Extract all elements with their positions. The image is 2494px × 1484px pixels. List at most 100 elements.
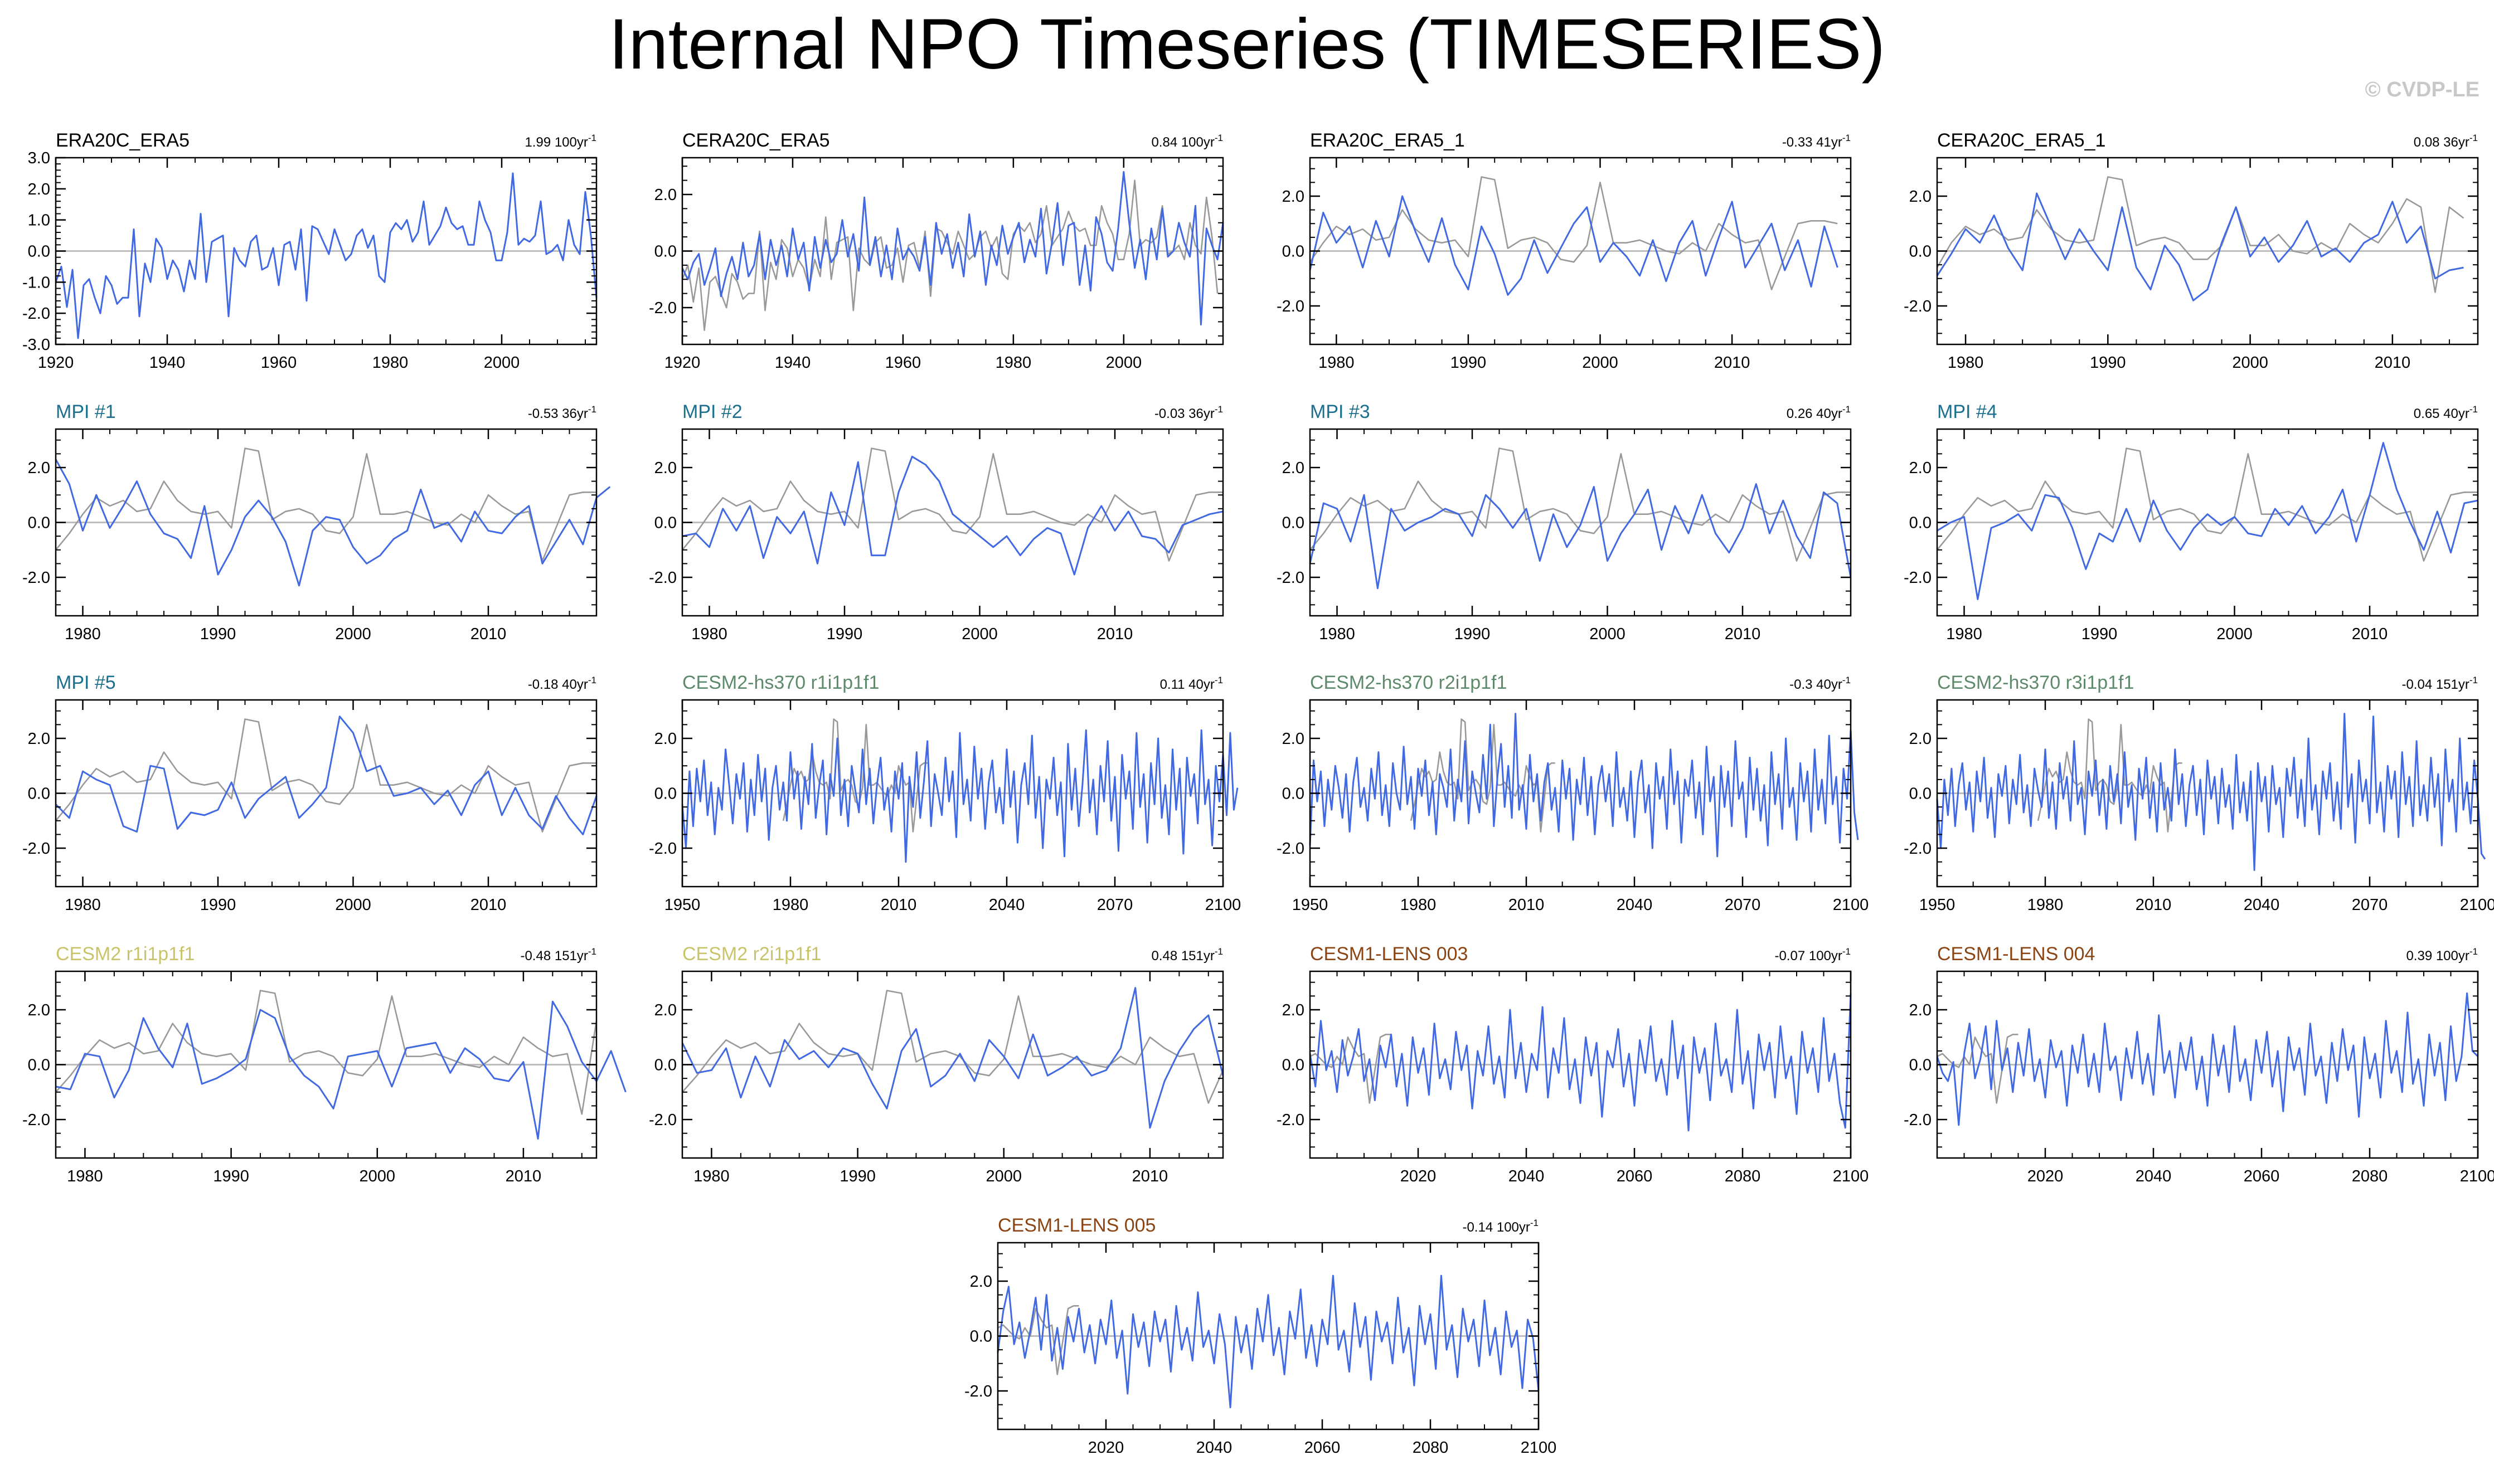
y-tick-label: -2.0 bbox=[649, 569, 677, 587]
x-tick-label: 2100 bbox=[2460, 896, 2494, 914]
x-tick-label: 1980 bbox=[996, 354, 1032, 372]
y-tick-label: 0.0 bbox=[28, 785, 50, 803]
y-tick-label: -2.0 bbox=[1904, 298, 1932, 315]
x-tick-label: 2000 bbox=[1582, 354, 1618, 372]
x-tick-label: 2010 bbox=[1132, 1167, 1168, 1185]
panel-title: MPI #2 bbox=[682, 401, 743, 422]
x-tick-label: 1980 bbox=[773, 896, 809, 914]
x-tick-label: 1980 bbox=[372, 354, 409, 372]
y-tick-label: 2.0 bbox=[1282, 188, 1304, 206]
panel-title: CERA20C_ERA5_1 bbox=[1937, 130, 2105, 151]
panel-cera20c-era5: -2.0 0.0 2.0 1920 1940 1960 1980 2000 CERA20C_ER… bbox=[649, 130, 1224, 372]
y-tick-label: 2.0 bbox=[654, 459, 677, 477]
x-tick-label: 2000 bbox=[1106, 354, 1142, 372]
panel-cesm1-lens-003: -2.0 0.0 2.0 2020 2040 2060 2080 2100 CESM1-LENS… bbox=[1277, 943, 1869, 1185]
page-title: Internal NPO Timeseries (TIMESERIES) bbox=[608, 4, 1886, 84]
model-series-line bbox=[1309, 713, 1859, 858]
x-tick-label: 1980 bbox=[1318, 354, 1355, 372]
y-tick-label: 0.0 bbox=[1909, 243, 1932, 261]
x-tick-label: 2000 bbox=[2216, 625, 2253, 643]
x-tick-label: 2000 bbox=[335, 625, 371, 643]
x-tick-label: 1990 bbox=[200, 896, 236, 914]
obs-series-line bbox=[55, 718, 596, 833]
y-tick-label: 2.0 bbox=[1909, 1001, 1932, 1019]
model-series-line bbox=[55, 459, 611, 587]
panel-title: CERA20C_ERA5 bbox=[682, 130, 830, 151]
model-series-line bbox=[997, 1274, 1540, 1409]
obs-series-line bbox=[997, 1305, 1079, 1375]
y-tick-label: 2.0 bbox=[28, 459, 50, 477]
panel-mpi-5: -2.0 0.0 2.0 1980 1990 2000 2010 MPI #5 -0.18 40… bbox=[22, 672, 598, 914]
y-tick-label: -2.0 bbox=[22, 1111, 50, 1129]
obs-series-line bbox=[55, 447, 596, 562]
obs-series-line bbox=[1936, 447, 2478, 562]
x-tick-label: 2010 bbox=[470, 896, 507, 914]
x-tick-label: 2010 bbox=[1097, 625, 1133, 643]
x-tick-label: 1940 bbox=[149, 354, 186, 372]
x-tick-label: 2000 bbox=[484, 354, 520, 372]
y-tick-label: 2.0 bbox=[654, 186, 677, 204]
panel-title: CESM2-hs370 r2i1p1f1 bbox=[1310, 672, 1507, 693]
y-tick-label: 2.0 bbox=[1282, 1001, 1304, 1019]
x-tick-label: 1980 bbox=[2027, 896, 2064, 914]
panel-era20c-era5-1: -2.0 0.0 2.0 1980 1990 2000 2010 ERA20C_ERA5_1 -… bbox=[1277, 130, 1852, 372]
panel-mpi-3: -2.0 0.0 2.0 1980 1990 2000 2010 MPI #3 0.26 40y… bbox=[1277, 401, 1852, 643]
trend-label: 0.08 36yr-1 bbox=[2414, 133, 2478, 150]
obs-series-line bbox=[681, 447, 1223, 562]
copyright-label: © CVDP-LE bbox=[2365, 78, 2480, 101]
y-tick-label: -2.0 bbox=[964, 1383, 992, 1400]
panel-title: ERA20C_ERA5 bbox=[56, 130, 190, 151]
y-tick-label: -2.0 bbox=[22, 569, 50, 587]
y-tick-label: 2.0 bbox=[1282, 730, 1304, 748]
x-tick-label: 2010 bbox=[2375, 354, 2411, 372]
x-tick-label: 1950 bbox=[664, 896, 701, 914]
panel-cesm2-hs370-r2i1p1f1: -2.0 0.0 2.0 1950 1980 2010 2040 2070 2100 CESM2-… bbox=[1277, 672, 1869, 914]
x-tick-label: 1980 bbox=[65, 896, 101, 914]
y-tick-label: 0.0 bbox=[654, 514, 677, 532]
y-tick-label: 2.0 bbox=[1282, 459, 1304, 477]
panel-title: MPI #4 bbox=[1937, 401, 1997, 422]
y-tick-label: -2.0 bbox=[1277, 569, 1304, 587]
trend-label: -0.04 151yr-1 bbox=[2401, 675, 2478, 692]
y-tick-label: 0.0 bbox=[1282, 785, 1304, 803]
x-tick-label: 2100 bbox=[1833, 1167, 1869, 1185]
x-tick-label: 2020 bbox=[1400, 1167, 1437, 1185]
panel-title: CESM1-LENS 005 bbox=[998, 1215, 1156, 1236]
x-tick-label: 2100 bbox=[1521, 1439, 1557, 1457]
x-tick-label: 2070 bbox=[1097, 896, 1133, 914]
y-tick-label: -1.0 bbox=[22, 274, 50, 291]
x-tick-label: 1990 bbox=[827, 625, 863, 643]
y-tick-label: 0.0 bbox=[1909, 1057, 1932, 1074]
trend-label: -0.3 40yr-1 bbox=[1789, 675, 1851, 692]
y-tick-label: 2.0 bbox=[28, 730, 50, 748]
trend-label: 1.99 100yr-1 bbox=[525, 133, 596, 150]
x-tick-label: 1980 bbox=[1948, 354, 1984, 372]
y-tick-label: -2.0 bbox=[1277, 298, 1304, 315]
model-series-line bbox=[681, 171, 1224, 325]
trend-label: -0.48 151yr-1 bbox=[520, 946, 596, 964]
model-series-line bbox=[682, 455, 1224, 576]
model-series-line bbox=[1936, 713, 2486, 871]
model-series-line bbox=[1937, 442, 2478, 600]
x-tick-label: 1960 bbox=[885, 354, 921, 372]
panel-cera20c-era5-1: -2.0 0.0 2.0 1980 1990 2000 2010 CERA20C_ERA5_1… bbox=[1904, 130, 2479, 372]
x-tick-label: 1990 bbox=[2081, 625, 2118, 643]
trend-label: 0.26 40yr-1 bbox=[1787, 404, 1851, 421]
panel-mpi-4: -2.0 0.0 2.0 1980 1990 2000 2010 MPI #4 0.65 40y… bbox=[1904, 401, 2479, 643]
y-tick-label: -2.0 bbox=[22, 840, 50, 858]
panel-title: CESM2 r1i1p1f1 bbox=[56, 943, 195, 965]
panel-cesm1-lens-004: -2.0 0.0 2.0 2020 2040 2060 2080 2100 CESM1-LENS… bbox=[1904, 943, 2494, 1185]
y-tick-label: 0.0 bbox=[1909, 514, 1932, 532]
y-tick-label: 1.0 bbox=[28, 212, 50, 230]
model-series-line bbox=[55, 1000, 627, 1140]
trend-label: 0.11 40yr-1 bbox=[1160, 675, 1223, 692]
x-tick-label: 1990 bbox=[1450, 354, 1487, 372]
x-tick-label: 1980 bbox=[693, 1167, 730, 1185]
y-tick-label: 2.0 bbox=[1909, 459, 1932, 477]
y-tick-label: -2.0 bbox=[1277, 840, 1304, 858]
x-tick-label: 1920 bbox=[664, 354, 701, 372]
trend-label: -0.03 36yr-1 bbox=[1154, 404, 1223, 421]
obs-series-line bbox=[1937, 1034, 2019, 1104]
y-tick-label: 0.0 bbox=[1282, 514, 1304, 532]
x-tick-label: 2000 bbox=[1589, 625, 1626, 643]
